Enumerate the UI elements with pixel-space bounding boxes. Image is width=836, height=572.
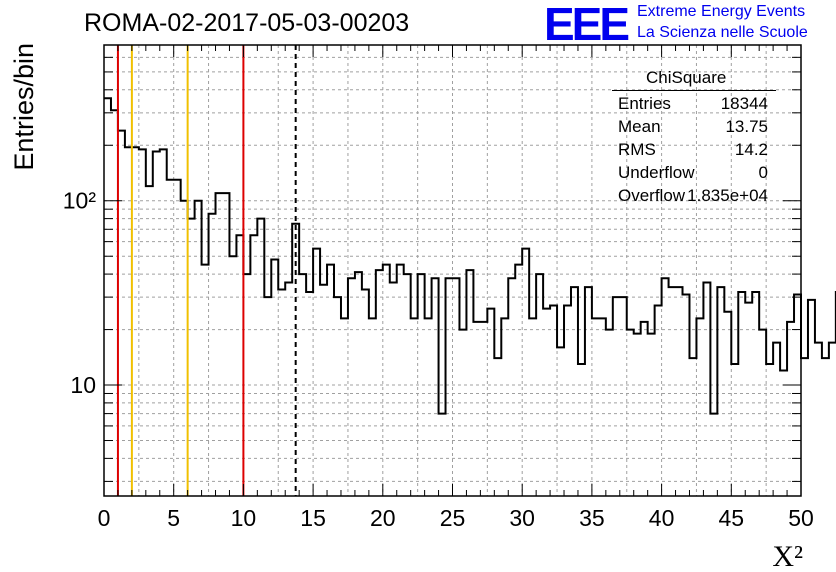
stats-label: Entries <box>618 94 671 113</box>
y-axis-label: Entries/bin <box>9 43 39 171</box>
y-tick-label: 10² <box>63 188 97 214</box>
stats-box: ChiSquare Entries 18344 Mean 13.75 RMS 1… <box>608 66 778 212</box>
x-axis-label: X² <box>772 540 803 572</box>
x-tick-label: 40 <box>649 505 675 531</box>
x-tick-label: 35 <box>579 505 605 531</box>
stats-row-overflow: Overflow 1.835e+04 <box>618 186 768 208</box>
y-tick-label: 10 <box>70 372 96 398</box>
x-tick-label: 25 <box>440 505 466 531</box>
stats-row-rms: RMS 14.2 <box>618 140 768 162</box>
x-tick-label: 45 <box>719 505 745 531</box>
page-title: ROMA-02-2017-05-03-00203 <box>84 9 410 37</box>
x-tick-label: 30 <box>509 505 535 531</box>
stats-label: RMS <box>618 140 656 159</box>
stats-value: 18344 <box>720 94 768 113</box>
histogram-line <box>104 97 836 415</box>
stats-value: 0 <box>758 163 768 182</box>
stats-value: 14.2 <box>734 140 768 159</box>
logo-line-2: La Scienza nelle Scuole <box>637 24 808 41</box>
x-tick-label: 20 <box>370 505 396 531</box>
stats-label: Overflow <box>618 186 686 205</box>
stats-row-underflow: Underflow 0 <box>618 163 768 185</box>
x-tick-label: 10 <box>231 505 257 531</box>
stats-label: Underflow <box>618 163 695 182</box>
stats-title: ChiSquare <box>646 68 727 87</box>
stats-divider <box>612 90 776 91</box>
stats-value: 1.835e+04 <box>687 186 768 205</box>
eee-logo: EEE <box>544 0 630 50</box>
x-tick-label: 5 <box>167 505 180 531</box>
stats-value: 13.75 <box>725 117 768 136</box>
logo-line-1: Extreme Energy Events <box>637 3 806 20</box>
stats-row-entries: Entries 18344 <box>618 94 768 116</box>
stats-label: Mean <box>618 117 661 136</box>
x-tick-label: 50 <box>788 505 814 531</box>
stats-row-mean: Mean 13.75 <box>618 117 768 139</box>
x-tick-label: 0 <box>98 505 111 531</box>
x-tick-label: 15 <box>300 505 326 531</box>
